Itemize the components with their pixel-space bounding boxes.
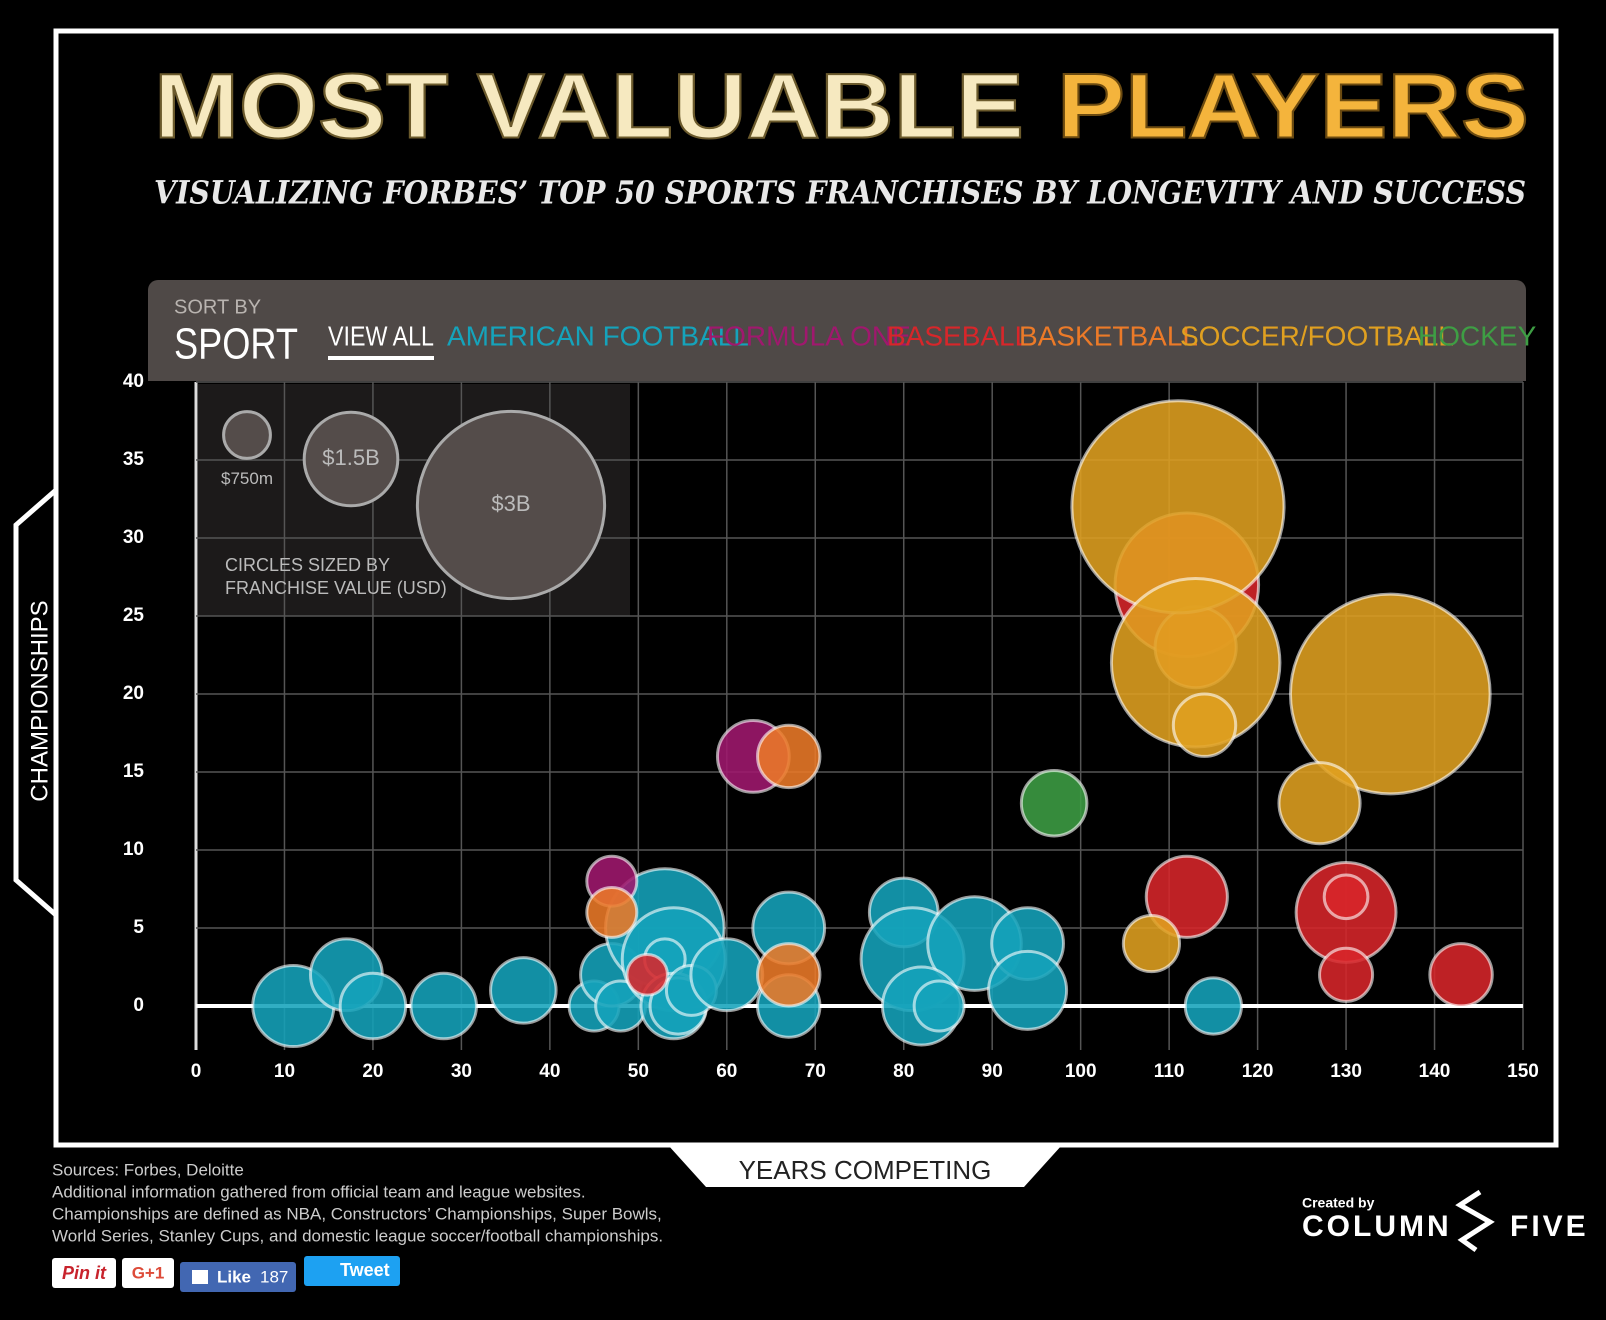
credit-right: FIVE bbox=[1510, 1210, 1589, 1243]
pin-button[interactable] bbox=[52, 1258, 116, 1288]
x-tick-label: 90 bbox=[982, 1061, 1003, 1082]
y-tick-label: 30 bbox=[123, 527, 144, 548]
like-label[interactable]: Like bbox=[217, 1267, 251, 1286]
bubble bbox=[1277, 761, 1362, 846]
filter-2[interactable]: BASEBALL bbox=[887, 320, 1030, 351]
y-tick-label: 5 bbox=[133, 917, 144, 938]
source-line: Additional information gathered from off… bbox=[52, 1182, 586, 1201]
x-tick-label: 30 bbox=[451, 1061, 472, 1082]
x-tick-label: 110 bbox=[1154, 1061, 1185, 1082]
filter-view-all[interactable]: VIEW ALL bbox=[328, 320, 434, 351]
bubble bbox=[1144, 854, 1229, 939]
y-tick-label: 20 bbox=[123, 683, 144, 704]
bubble bbox=[1428, 942, 1494, 1008]
filter-3[interactable]: BASKETBALL bbox=[1019, 320, 1198, 351]
bubble bbox=[689, 937, 765, 1013]
size-legend-label: $750m bbox=[221, 469, 273, 488]
credit-logo bbox=[1455, 1189, 1495, 1253]
bubble bbox=[1121, 914, 1182, 974]
filter-underline bbox=[328, 356, 434, 360]
bubble bbox=[1322, 873, 1370, 921]
source-line: Championships are defined as NBA, Constr… bbox=[52, 1204, 662, 1223]
subtitle: VISUALIZING FORBES’ TOP 50 SPORTS FRANCH… bbox=[154, 174, 1526, 212]
bubble bbox=[1183, 976, 1243, 1036]
size-note: FRANCHISE VALUE (USD) bbox=[225, 578, 447, 598]
title-main: MOST VALUABLE bbox=[154, 55, 1024, 157]
bubble bbox=[756, 942, 822, 1008]
x-tick-label: 80 bbox=[893, 1061, 914, 1082]
x-tick-label: 140 bbox=[1419, 1061, 1451, 1082]
bubble bbox=[1288, 592, 1492, 796]
y-tick-label: 15 bbox=[123, 761, 145, 782]
bubble bbox=[489, 956, 558, 1025]
pin-label[interactable]: Pin it bbox=[62, 1263, 107, 1283]
y-tick-label: 40 bbox=[123, 371, 144, 392]
filter-0[interactable]: AMERICAN FOOTBALL bbox=[447, 320, 749, 351]
filter-4[interactable]: SOCCER/FOOTBALL bbox=[1180, 320, 1454, 351]
like-icon bbox=[192, 1270, 208, 1284]
tweet-button[interactable] bbox=[304, 1256, 400, 1286]
x-tick-label: 70 bbox=[805, 1061, 826, 1082]
bubble bbox=[756, 723, 822, 790]
credit-left: COLUMN bbox=[1302, 1210, 1452, 1243]
x-tick-label: 60 bbox=[716, 1061, 737, 1082]
size-legend-circle bbox=[222, 410, 272, 460]
credit-created-by: Created by bbox=[1302, 1195, 1375, 1211]
y-tick-label: 10 bbox=[123, 839, 144, 860]
source-line: World Series, Stanley Cups, and domestic… bbox=[52, 1226, 663, 1245]
y-tick-label: 0 bbox=[133, 995, 144, 1016]
bubble bbox=[625, 953, 669, 997]
x-tick-label: 150 bbox=[1507, 1061, 1539, 1082]
like-count: 187 bbox=[260, 1267, 288, 1286]
x-tick-label: 10 bbox=[274, 1061, 295, 1082]
x-tick-label: 100 bbox=[1065, 1061, 1097, 1082]
y-axis-title: CHAMPIONSHIPS bbox=[26, 600, 53, 801]
x-tick-label: 130 bbox=[1330, 1061, 1362, 1082]
x-tick-label: 50 bbox=[628, 1061, 649, 1082]
size-legend-label: $1.5B bbox=[322, 445, 380, 470]
sort-label: SORT BY bbox=[174, 296, 261, 318]
tweet-label[interactable]: Tweet bbox=[340, 1260, 390, 1280]
sort-value: SPORT bbox=[174, 320, 298, 369]
x-tick-label: 0 bbox=[191, 1061, 202, 1082]
size-legend-circle bbox=[415, 409, 607, 601]
y-axis-tab bbox=[13, 484, 59, 921]
y-tick-label: 25 bbox=[123, 605, 145, 626]
filter-5[interactable]: HOCKEY bbox=[1418, 320, 1537, 351]
bubble bbox=[585, 885, 639, 939]
bubble bbox=[1171, 692, 1238, 758]
x-axis-tab bbox=[668, 1145, 1062, 1187]
source-line: Sources: Forbes, Deloitte bbox=[52, 1160, 244, 1179]
gplus-label[interactable]: G+1 bbox=[132, 1263, 165, 1282]
bubble bbox=[338, 971, 408, 1041]
size-note: CIRCLES SIZED BY bbox=[225, 555, 390, 575]
x-tick-label: 20 bbox=[362, 1061, 383, 1082]
sort-panel bbox=[148, 280, 1526, 381]
size-legend-label: $3B bbox=[491, 491, 530, 516]
bubble bbox=[409, 971, 478, 1041]
title-accent: PLAYERS bbox=[1057, 55, 1529, 157]
x-tick-label: 40 bbox=[539, 1061, 560, 1082]
y-tick-label: 35 bbox=[123, 449, 145, 470]
bubble bbox=[987, 949, 1069, 1031]
size-legend-circle bbox=[302, 410, 400, 508]
gplus-button[interactable] bbox=[122, 1258, 174, 1288]
x-tick-label: 120 bbox=[1242, 1061, 1274, 1082]
bubble bbox=[912, 979, 966, 1033]
bubble bbox=[1318, 946, 1375, 1003]
like-button[interactable] bbox=[180, 1262, 296, 1292]
bubble bbox=[1019, 768, 1089, 838]
x-axis-title: YEARS COMPETING bbox=[739, 1155, 992, 1185]
filter-1[interactable]: FORMULA ONE bbox=[707, 320, 911, 351]
